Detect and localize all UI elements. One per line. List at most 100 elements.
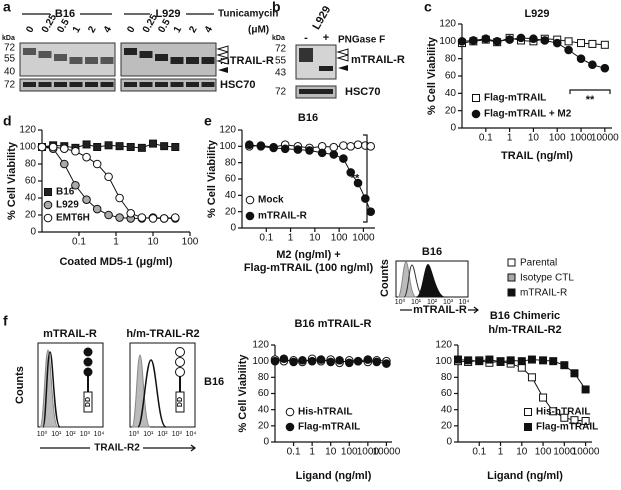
marker — [305, 146, 314, 155]
chart-title: h/m-TRAIL-R2 — [488, 324, 561, 336]
marker — [516, 33, 526, 43]
cell-label: L929 — [310, 4, 333, 32]
legend-marker — [43, 200, 53, 210]
marker — [552, 38, 562, 48]
hist-curve — [403, 264, 425, 298]
hist-tick-label: 10⁴ — [459, 299, 470, 306]
marker — [279, 354, 289, 364]
marker — [104, 210, 113, 220]
y-tick-label: 100 — [252, 356, 269, 367]
hist-tick-label: 10¹ — [411, 299, 422, 306]
y-tick-label: 0 — [446, 437, 452, 448]
arrow — [143, 444, 196, 452]
marker — [280, 144, 290, 154]
band — [38, 51, 52, 58]
y-tick-label: 40 — [445, 88, 457, 99]
x-tick-label: 0.1 — [72, 237, 86, 248]
arrow — [468, 306, 479, 314]
band — [139, 51, 153, 58]
group-label: B16 — [55, 8, 75, 20]
marker — [339, 141, 348, 150]
marker — [71, 146, 80, 156]
marker — [564, 37, 573, 46]
marker — [517, 363, 526, 372]
band — [186, 82, 199, 87]
kda: 40 — [4, 67, 16, 78]
cell-label: B16 — [204, 376, 224, 388]
legend-marker — [285, 422, 295, 432]
band — [319, 66, 333, 71]
marker — [382, 359, 391, 368]
band — [139, 82, 153, 87]
marker — [59, 159, 69, 169]
hist-curve — [416, 264, 446, 297]
x-tick-label: 10 — [147, 237, 159, 248]
marker — [353, 178, 363, 188]
treatment: Tunicamycin — [218, 9, 278, 20]
hist-tick-label: 10¹ — [51, 431, 62, 438]
panel-letter: f — [3, 313, 8, 329]
marker — [600, 63, 610, 73]
marker — [71, 180, 80, 190]
domain-label: DD — [177, 397, 184, 407]
panel-letter: a — [3, 0, 11, 15]
marker — [93, 143, 102, 151]
chart: B16 Chimeric h/m-TRAIL-R2 Ligand (ng/ml) 0 2… — [435, 310, 600, 482]
y-tick-label: 40 — [225, 190, 237, 201]
x-tick-label: 10 — [325, 447, 337, 458]
x-tick-label: 10 — [309, 233, 321, 244]
x-tick-label: 100 — [341, 447, 358, 458]
marker — [549, 407, 558, 416]
arrowhead — [216, 45, 229, 65]
marker — [564, 45, 573, 55]
lane-label: + — [323, 32, 329, 44]
marker — [317, 148, 327, 158]
group-label: L929 — [155, 8, 180, 20]
arrowhead — [338, 65, 348, 71]
unit: (μM) — [248, 25, 269, 36]
legend-marker — [524, 423, 532, 431]
panel-letter: e — [204, 113, 212, 129]
x-tick-label: 1 — [498, 447, 504, 458]
marker — [492, 37, 502, 46]
y-tick-label: 100 — [435, 356, 452, 367]
marker — [361, 194, 370, 203]
marker — [82, 140, 91, 149]
marker — [576, 54, 586, 63]
marker — [256, 142, 266, 151]
legend-label: His-hTRAIL — [536, 407, 590, 418]
marker — [115, 213, 124, 222]
y-tick-label: 20 — [441, 420, 453, 431]
y-tick-label: 80 — [258, 372, 270, 383]
y-tick-label: 60 — [441, 388, 453, 399]
legend-marker — [472, 94, 480, 102]
hist-title: mTRAIL-R — [43, 328, 97, 340]
marker — [115, 193, 124, 203]
panel-letter: d — [3, 113, 12, 129]
sig-bracket — [569, 89, 611, 94]
x-tick-label: 1000 — [570, 133, 593, 144]
y-tick-label: 80 — [445, 53, 457, 64]
x-tick-label: 100 — [535, 447, 552, 458]
hist-ylabel: Counts — [14, 366, 26, 404]
marker — [37, 142, 47, 152]
y-tick-label: 60 — [225, 174, 237, 185]
kda: 72 — [4, 43, 16, 54]
hist-tick-label: 10³ — [80, 431, 91, 438]
marker — [353, 140, 363, 149]
marker — [316, 355, 326, 364]
hist-tick-label: 10⁰ — [37, 430, 48, 438]
y-axis-label: % Cell Viability — [206, 139, 218, 218]
marker — [366, 142, 376, 151]
panel-letter: b — [272, 0, 281, 15]
receptor-icon — [83, 347, 185, 413]
hist-tick-label: 10³ — [443, 299, 454, 306]
band — [299, 89, 333, 94]
y-tick-label: 120 — [435, 340, 452, 351]
legend-swatch — [507, 273, 516, 282]
marker — [353, 356, 363, 366]
marker — [560, 413, 569, 422]
marker — [366, 207, 376, 216]
x-tick-label: 1000 — [357, 447, 380, 458]
y-tick-label: 100 — [19, 142, 36, 153]
